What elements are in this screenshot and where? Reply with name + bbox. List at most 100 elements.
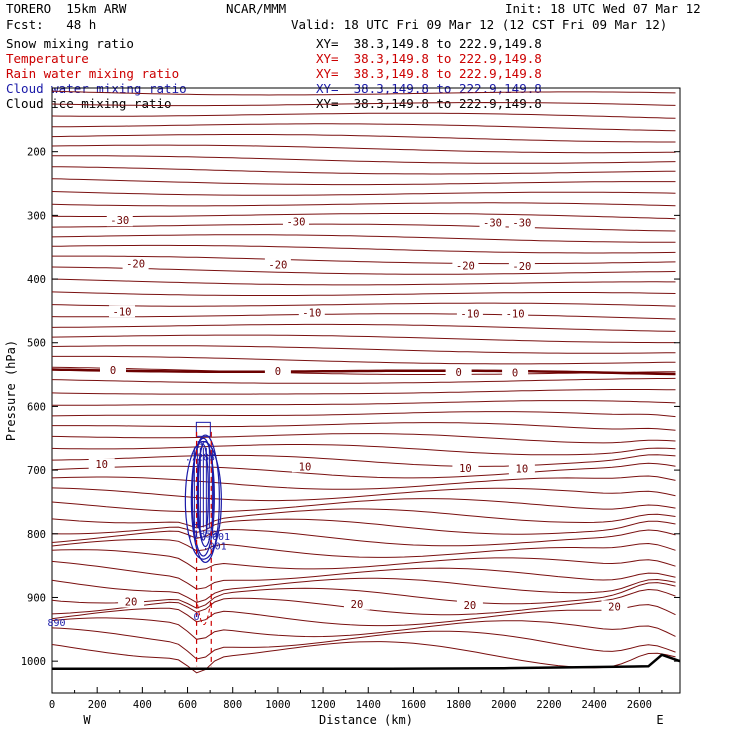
isotherm-line <box>51 604 676 627</box>
isotherm-line <box>51 244 676 254</box>
isotherm-label: 0 <box>275 366 281 378</box>
isotherm-label: -10 <box>302 307 321 319</box>
isotherm-line <box>51 302 676 307</box>
isotherm-line <box>51 101 676 107</box>
x-tick-label: 2200 <box>536 699 561 711</box>
x-tick-label: 0 <box>49 699 55 711</box>
isotherm-label: 0 <box>455 367 461 379</box>
isotherm-line <box>51 223 676 232</box>
isotherm-label: 0 <box>110 365 116 377</box>
isotherm-line <box>51 213 676 220</box>
x-tick-label: 2000 <box>491 699 516 711</box>
x-tick-label: 2400 <box>582 699 607 711</box>
isotherm-label: 20 <box>125 596 138 608</box>
isotherm-line <box>51 487 676 502</box>
isotherm-line <box>52 355 676 365</box>
isotherm-label: 20 <box>464 600 477 612</box>
isotherm-label-bg <box>298 306 325 319</box>
isotherm-label: 20 <box>608 601 621 613</box>
isotherm-label-bg <box>601 600 628 613</box>
isotherm-line <box>51 291 676 296</box>
isotherm-line <box>52 400 676 406</box>
isotherm-line <box>51 278 676 286</box>
isotherm-label-bg <box>88 458 115 471</box>
isotherm-label: 0 <box>512 367 518 379</box>
isotherm-label-bg <box>508 462 535 475</box>
isotherm-label-bg <box>118 595 145 608</box>
isotherm-line <box>51 144 676 154</box>
forecast-hour: Fcst: 48 h <box>6 17 97 32</box>
isotherm-label: -10 <box>460 308 479 320</box>
cloud-label: H <box>197 440 203 451</box>
isotherm-label: -20 <box>126 259 145 271</box>
isotherm-label: 20 <box>351 599 364 611</box>
isotherm-label: 10 <box>459 463 472 475</box>
isotherm-label-bg <box>452 461 479 474</box>
rain-contour-arc <box>196 597 212 625</box>
isotherm-label-bg <box>292 460 319 473</box>
isotherm-line <box>51 627 676 660</box>
xy-rain: XY= 38.3,149.8 to 222.9,149.8 <box>316 66 542 81</box>
isotherm-line <box>51 518 676 535</box>
isotherm-line <box>51 389 676 395</box>
isotherm-line <box>51 444 676 456</box>
cloud-water-contour <box>184 440 222 560</box>
isotherm-line <box>51 549 676 571</box>
isotherm-label: -10 <box>506 309 525 321</box>
isotherm-line <box>51 345 676 354</box>
isotherm-label-bg <box>502 307 529 320</box>
east-label: E <box>656 713 663 727</box>
isotherm-label: -20 <box>456 261 475 273</box>
isotherm-line <box>51 433 676 444</box>
field-temperature: Temperature <box>6 51 89 66</box>
isotherm-line <box>51 475 676 490</box>
cloud-ice-box <box>195 421 211 437</box>
isotherm-label-bg <box>343 597 370 610</box>
x-tick-label: 1600 <box>401 699 426 711</box>
y-axis-label: Pressure (hPa) <box>4 340 18 441</box>
terrain-line <box>52 653 681 671</box>
isotherm-label-bg <box>479 216 506 229</box>
isotherm-line <box>51 191 676 196</box>
isotherm-label-bg <box>106 214 133 227</box>
isotherm-line <box>52 422 676 431</box>
cloud-label: L <box>205 521 211 532</box>
isotherm-line <box>51 323 676 332</box>
isotherm-line <box>51 411 676 418</box>
xy-cloud-ice: XY= 38.3,149.8 to 222.9,149.8 <box>316 96 542 111</box>
isotherm-label-bg <box>264 364 291 377</box>
isotherm-line <box>51 617 676 640</box>
cloud-water-contour <box>197 444 209 541</box>
isotherm-line <box>51 178 676 186</box>
isotherm-line <box>51 112 676 119</box>
isotherm-line <box>51 134 676 143</box>
cloud-label: .7283 <box>185 453 215 464</box>
cloud-label: 890 <box>47 618 65 629</box>
isotherm-label-bg <box>452 259 479 272</box>
y-tick-label: 1000 <box>21 656 46 668</box>
isotherm-line <box>51 508 676 529</box>
cloud-label: H <box>194 521 200 532</box>
isotherm-line <box>51 313 676 320</box>
isotherm-label: -20 <box>512 261 531 273</box>
x-tick-label: 600 <box>178 699 197 711</box>
y-tick-label: 500 <box>27 338 46 350</box>
isotherm-line <box>51 377 676 384</box>
isotherm-label-bg <box>502 366 529 379</box>
valid-time: Valid: 18 UTC Fri 09 Mar 12 (12 CST Fri … <box>291 17 668 32</box>
field-cloud-ice: Cloud ice mixing ratio <box>6 96 172 111</box>
x-tick-label: 400 <box>133 699 152 711</box>
y-tick-label: 200 <box>27 147 46 159</box>
x-tick-label: 1800 <box>446 699 471 711</box>
isotherm-zero-line <box>51 368 676 376</box>
isotherm-line <box>51 498 676 513</box>
y-tick-label: 700 <box>27 465 46 477</box>
cloud-water-contour <box>191 437 215 557</box>
plot-frame <box>51 87 681 694</box>
xy-temperature: XY= 38.3,149.8 to 222.9,149.8 <box>316 51 542 66</box>
x-tick-label: 1400 <box>356 699 381 711</box>
init-time: Init: 18 UTC Wed 07 Mar 12 <box>505 1 701 16</box>
isotherm-label-bg <box>456 307 483 320</box>
isotherm-label: -30 <box>286 216 305 228</box>
isotherm-label: -10 <box>113 306 132 318</box>
